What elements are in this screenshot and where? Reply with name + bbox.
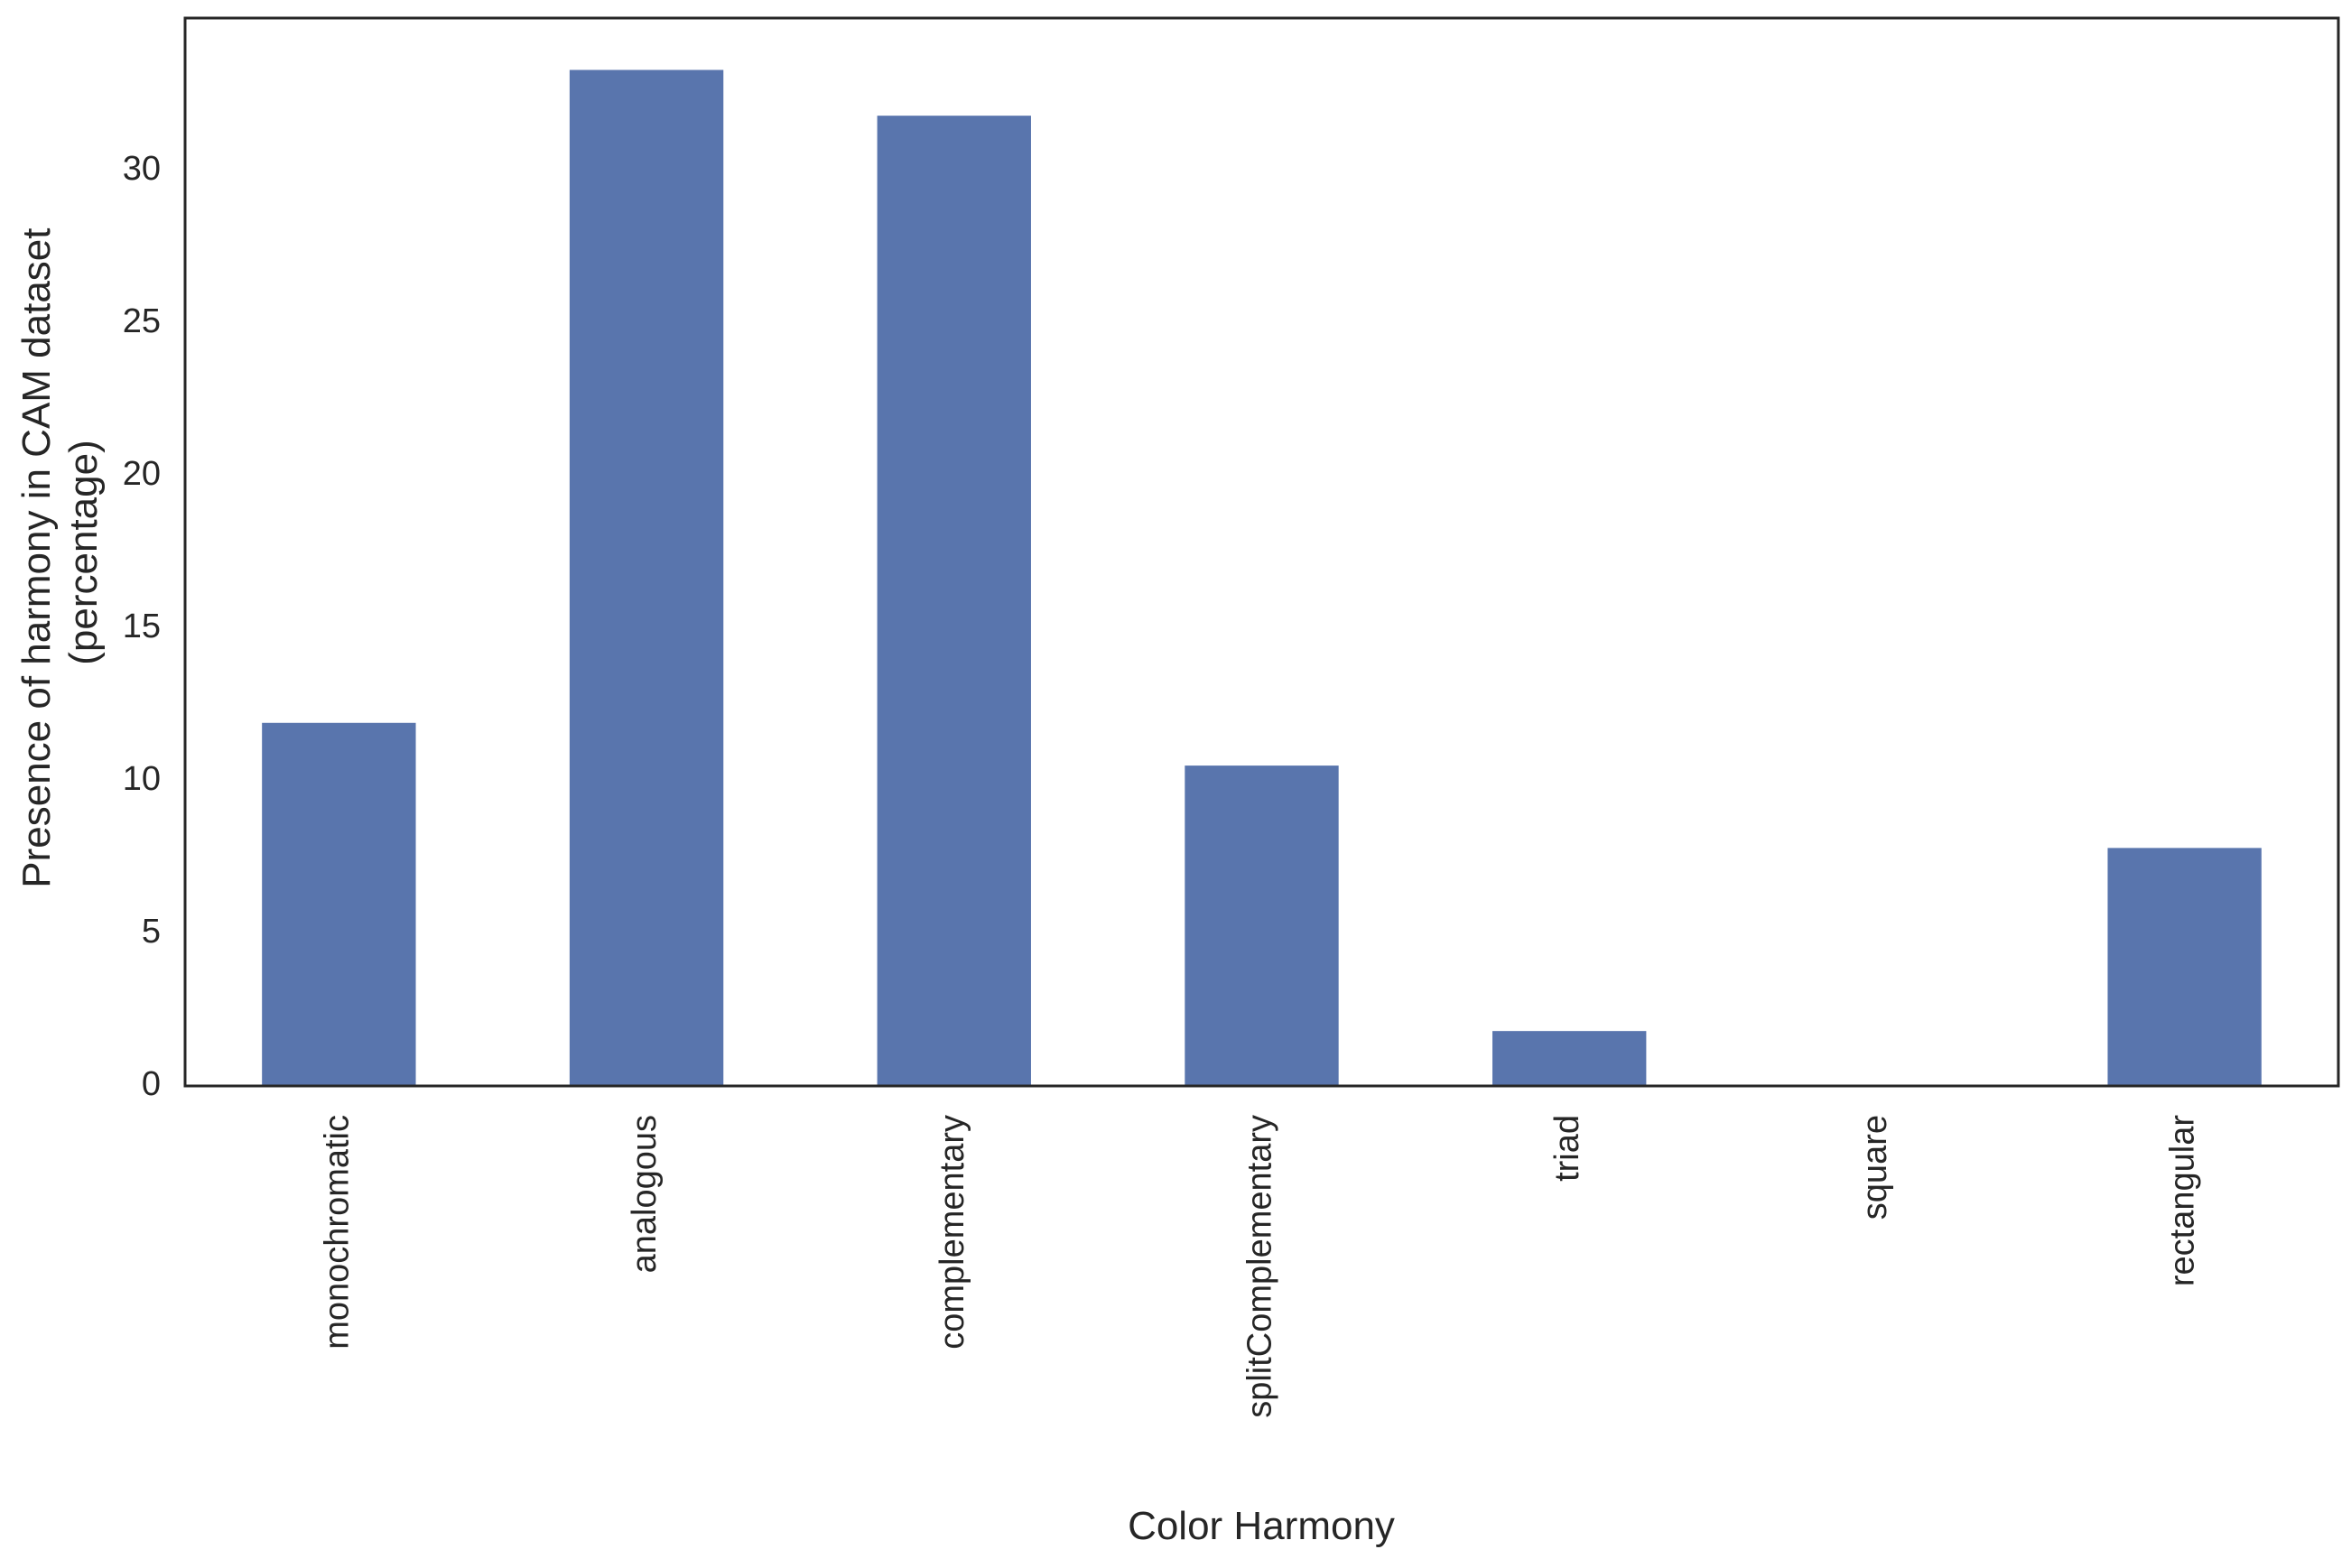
x-tick-label-splitComplementary: splitComplementary — [1241, 1115, 1279, 1418]
y-axis-label-line-2: (percentage) — [61, 440, 106, 664]
x-tick-label-square: square — [1856, 1115, 1894, 1220]
y-tick-label-0: 0 — [142, 1065, 161, 1103]
y-tick-label-25: 25 — [123, 302, 161, 340]
x-tick-label-complementary: complementary — [934, 1115, 971, 1350]
y-ticks-group: 0 5 10 15 20 25 30 — [123, 150, 161, 1103]
x-tick-label-triad: triad — [1548, 1115, 1586, 1182]
y-tick-label-30: 30 — [123, 150, 161, 188]
y-axis-label-line-1: Presence of harmony in CAM dataset — [14, 227, 59, 887]
plot-frame — [183, 16, 2340, 1088]
bar-triad — [1492, 1031, 1647, 1086]
y-tick-label-10: 10 — [123, 760, 161, 798]
y-axis-label: Presence of harmony in CAM dataset (perc… — [14, 217, 106, 887]
x-tick-label-analogous: analogous — [626, 1115, 664, 1273]
bars-group — [262, 70, 2262, 1087]
x-axis-label: Color Harmony — [1128, 1504, 1395, 1548]
x-ticks-group: monochromatic analogous complementary split… — [318, 1115, 2201, 1418]
bar-rectangular — [2107, 848, 2262, 1086]
y-tick-label-5: 5 — [142, 913, 161, 951]
bar-splitComplementary — [1185, 765, 1339, 1086]
x-tick-label-rectangular: rectangular — [2164, 1115, 2202, 1286]
bar-complementary — [877, 116, 1031, 1086]
bar-analogous — [569, 70, 724, 1087]
x-tick-label-monochromatic: monochromatic — [318, 1115, 356, 1350]
bar-monochromatic — [262, 722, 416, 1086]
y-tick-label-20: 20 — [123, 455, 161, 493]
y-tick-label-15: 15 — [123, 608, 161, 645]
